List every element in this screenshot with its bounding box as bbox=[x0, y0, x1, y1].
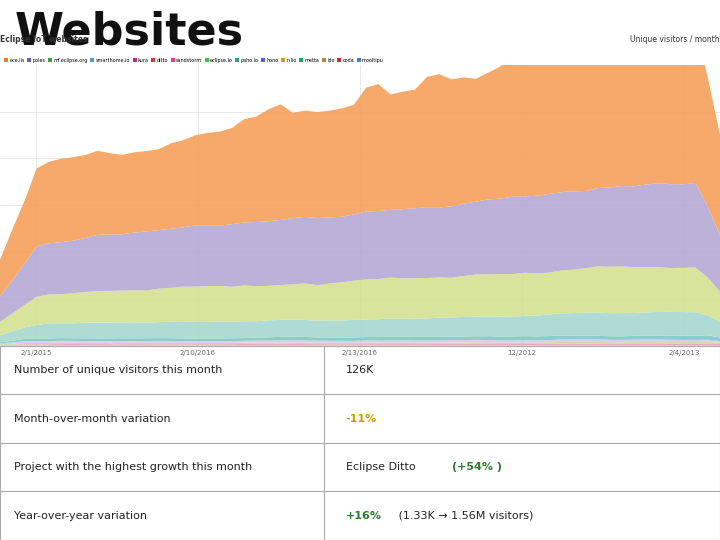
Text: -11%: -11% bbox=[346, 414, 377, 423]
Text: +16%: +16% bbox=[346, 511, 382, 521]
Text: Websites: Websites bbox=[14, 11, 243, 54]
Text: Project with the highest growth this month: Project with the highest growth this mon… bbox=[14, 462, 253, 472]
Text: Unique visitors / month: Unique visitors / month bbox=[631, 35, 720, 44]
Text: 126K: 126K bbox=[346, 365, 374, 375]
Legend: ece.lis, poles, mf.eclipse.org, smarthome.io, kura, ditto, sandstorm, eclipse.io: ece.lis, poles, mf.eclipse.org, smarthom… bbox=[2, 56, 386, 65]
Text: (1.33K → 1.56M visitors): (1.33K → 1.56M visitors) bbox=[395, 511, 533, 521]
Text: Number of unique visitors this month: Number of unique visitors this month bbox=[14, 365, 222, 375]
Text: Month-over-month variation: Month-over-month variation bbox=[14, 414, 171, 423]
Text: Eclipse IoT websites: Eclipse IoT websites bbox=[0, 35, 88, 44]
Text: (+54% ): (+54% ) bbox=[452, 462, 502, 472]
Text: Eclipse Ditto: Eclipse Ditto bbox=[346, 462, 419, 472]
Text: Year-over-year variation: Year-over-year variation bbox=[14, 511, 148, 521]
